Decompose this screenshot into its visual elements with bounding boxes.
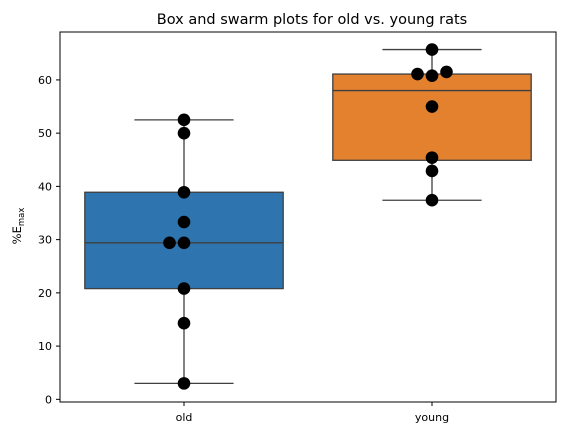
swarm-point-young (411, 67, 424, 81)
y-tick-label: 30 (38, 234, 52, 247)
plot-area (84, 43, 532, 390)
y-tick-label: 10 (38, 340, 52, 353)
swarm-point-young (425, 43, 439, 56)
x-tick-label: young (415, 411, 449, 424)
swarm-point-young (440, 65, 453, 79)
y-tick-label: 20 (38, 287, 52, 300)
swarm-point-old (177, 377, 191, 390)
x-tick-label: old (176, 411, 193, 424)
y-tick-label: 60 (38, 74, 52, 87)
y-tick-label: 0 (45, 393, 52, 406)
swarm-point-old (177, 126, 191, 140)
y-axis-label: %Emax (10, 208, 27, 245)
swarm-point-old (177, 113, 191, 127)
swarm-point-old (177, 316, 191, 330)
swarm-point-old (177, 236, 191, 250)
swarm-point-young (425, 69, 439, 82)
y-tick-label: 40 (38, 180, 52, 193)
box-young (332, 73, 532, 161)
swarm-point-young (425, 193, 439, 207)
y-axis-label-main: %E (10, 226, 24, 244)
swarm-point-young (425, 151, 439, 164)
chart-title: Box and swarm plots for old vs. young ra… (157, 12, 468, 28)
y-axis-label-subscript: max (17, 208, 27, 227)
axes: 0 10 20 30 40 50 60 old young (38, 31, 557, 424)
plot-frame (59, 31, 557, 403)
swarm-point-young (425, 164, 439, 178)
swarm-point-old (177, 185, 191, 199)
swarm-point-young (425, 100, 439, 113)
swarm-point-old (177, 282, 191, 295)
swarm-point-old (177, 215, 191, 229)
y-tick-label: 50 (38, 127, 52, 140)
swarm-point-old (163, 236, 176, 250)
